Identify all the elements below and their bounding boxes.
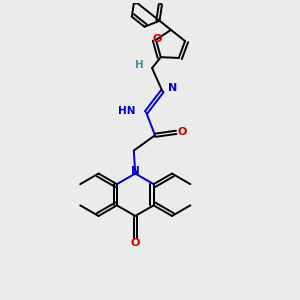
Text: O: O [130, 238, 140, 248]
Text: N: N [168, 83, 178, 93]
Text: O: O [178, 127, 188, 137]
Text: O: O [153, 34, 162, 44]
Text: H: H [135, 60, 144, 70]
Text: HN: HN [118, 106, 136, 116]
Text: N: N [131, 166, 140, 176]
